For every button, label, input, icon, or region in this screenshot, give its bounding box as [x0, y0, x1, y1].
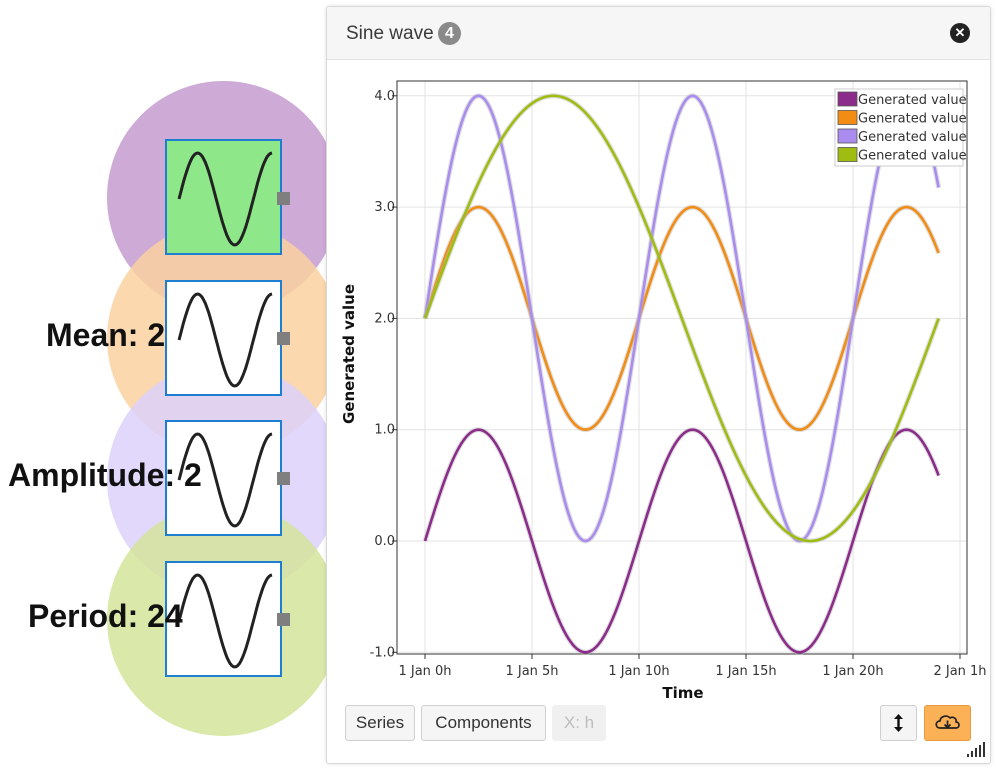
amplitude-label: Amplitude: 2 — [8, 457, 202, 493]
components-button[interactable]: Components — [421, 705, 546, 741]
mean-label: Mean: 2 — [46, 317, 166, 353]
y-tick-label: 4.0 — [374, 89, 395, 104]
legend-label-0: Generated value — [858, 93, 967, 108]
download-button[interactable] — [924, 705, 971, 741]
x-axis-unit-button[interactable]: X: h — [552, 705, 606, 741]
series-line-0 — [423, 428, 940, 654]
legend-swatch-2 — [837, 128, 858, 144]
legend-label-1: Generated value — [858, 112, 967, 127]
chart-series — [422, 93, 942, 655]
plot-area-frame — [396, 80, 968, 655]
y-tick-label: -1.0 — [370, 645, 395, 660]
sine-wave-icon — [177, 573, 273, 669]
y-tick-label: 0.0 — [374, 534, 395, 549]
window-title: Sine wave — [346, 23, 434, 44]
series-button[interactable]: Series — [345, 705, 415, 741]
sine-wave-icon — [177, 151, 273, 247]
cloud-download-icon — [935, 715, 960, 729]
legend-swatch-0 — [837, 91, 858, 107]
x-tick-label: 1 Jan 0h — [398, 664, 451, 679]
output-port[interactable] — [277, 472, 290, 485]
output-port[interactable] — [277, 613, 290, 626]
chart-window: Sine wave 4 ✕ 1 Jan 0h 1 Jan 5h 1 Jan 10h 1… — [326, 6, 991, 764]
series-count-badge: 4 — [438, 22, 461, 45]
legend-swatch-1 — [837, 110, 858, 125]
x-axis-label: Time — [662, 684, 703, 700]
mean-node[interactable] — [165, 280, 282, 396]
window-titlebar[interactable]: Sine wave 4 ✕ — [327, 7, 990, 60]
sine-wave-icon — [177, 292, 273, 388]
up-down-arrow-icon — [894, 714, 903, 732]
output-port[interactable] — [277, 332, 290, 345]
chart-ticks: 1 Jan 0h 1 Jan 5h 1 Jan 10h 1 Jan 15h 1 Jan … — [370, 89, 987, 679]
x-tick-label: 2 Jan 1h — [933, 664, 986, 679]
close-icon[interactable]: ✕ — [950, 23, 970, 43]
y-tick-label: 1.0 — [374, 423, 395, 438]
sine-generator-node[interactable] — [165, 139, 282, 255]
chart-grid — [397, 81, 967, 654]
resize-grip-icon[interactable] — [966, 739, 986, 759]
x-tick-label: 1 Jan 20h — [822, 664, 883, 679]
output-port[interactable] — [277, 192, 290, 205]
legend-label-3: Generated value — [858, 149, 967, 164]
sine-wave-icon — [177, 432, 273, 528]
x-tick-label: 1 Jan 5h — [505, 664, 558, 679]
period-label: Period: 24 — [28, 598, 183, 634]
amplitude-node[interactable] — [165, 420, 282, 536]
vertical-resize-button[interactable] — [880, 705, 917, 741]
legend-label-2: Generated value — [858, 130, 967, 145]
series-line-2 — [423, 94, 940, 543]
x-tick-label: 1 Jan 10h — [608, 664, 669, 679]
y-tick-label: 3.0 — [374, 200, 395, 215]
chart-legend: Generated value Generated value Generated … — [834, 88, 967, 167]
line-chart: 1 Jan 0h 1 Jan 5h 1 Jan 10h 1 Jan 15h 1 Jan … — [340, 80, 987, 700]
series-line-3 — [423, 94, 940, 543]
y-axis-label: Generated value — [340, 284, 358, 424]
x-tick-label: 1 Jan 15h — [715, 664, 776, 679]
legend-swatch-3 — [837, 147, 858, 162]
y-tick-label: 2.0 — [374, 311, 395, 326]
